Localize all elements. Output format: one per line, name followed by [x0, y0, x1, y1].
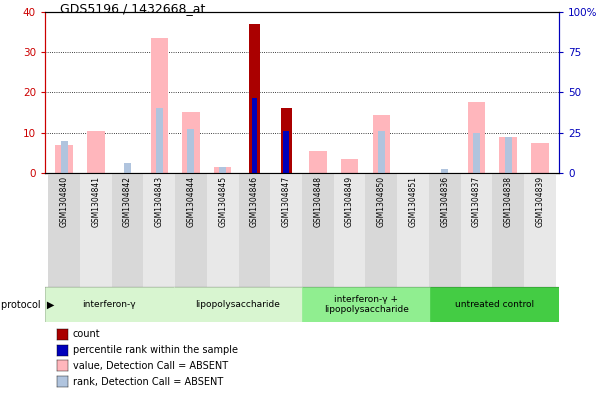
Bar — [207, 173, 239, 287]
Bar — [309, 151, 326, 173]
Bar — [373, 114, 390, 173]
Bar — [441, 169, 448, 173]
Bar — [112, 173, 144, 287]
Bar — [175, 173, 207, 287]
Bar — [302, 173, 334, 287]
Text: percentile rank within the sample: percentile rank within the sample — [73, 345, 238, 355]
Bar — [397, 173, 429, 287]
Text: GSM1304848: GSM1304848 — [313, 176, 322, 227]
Bar — [365, 173, 397, 287]
Bar — [505, 137, 511, 173]
Text: GSM1304841: GSM1304841 — [91, 176, 100, 227]
Text: GSM1304850: GSM1304850 — [377, 176, 386, 228]
Bar — [48, 173, 80, 287]
Text: protocol  ▶: protocol ▶ — [1, 299, 55, 310]
Bar — [341, 159, 358, 173]
Bar — [302, 287, 430, 322]
Text: rank, Detection Call = ABSENT: rank, Detection Call = ABSENT — [73, 376, 223, 387]
Bar — [473, 132, 480, 173]
Text: GSM1304836: GSM1304836 — [441, 176, 449, 228]
Text: GSM1304839: GSM1304839 — [535, 176, 545, 228]
Bar — [188, 129, 195, 173]
Bar — [214, 167, 231, 173]
Bar — [45, 287, 174, 322]
Bar — [61, 141, 67, 173]
Text: value, Detection Call = ABSENT: value, Detection Call = ABSENT — [73, 361, 228, 371]
Text: untreated control: untreated control — [455, 300, 534, 309]
Bar — [334, 173, 365, 287]
Bar — [281, 108, 291, 173]
Bar — [429, 173, 460, 287]
Bar — [460, 173, 492, 287]
Bar — [150, 38, 168, 173]
Bar — [378, 130, 385, 173]
Bar — [468, 103, 485, 173]
Text: GSM1304840: GSM1304840 — [59, 176, 69, 228]
Bar — [531, 143, 549, 173]
Text: GSM1304844: GSM1304844 — [186, 176, 195, 228]
Bar — [144, 173, 175, 287]
Text: count: count — [73, 329, 100, 340]
Text: GSM1304838: GSM1304838 — [504, 176, 513, 227]
Text: GDS5196 / 1432668_at: GDS5196 / 1432668_at — [60, 2, 206, 15]
Text: GSM1304847: GSM1304847 — [282, 176, 291, 228]
Bar — [492, 173, 524, 287]
Bar — [430, 287, 559, 322]
Bar — [270, 173, 302, 287]
Bar — [283, 130, 289, 173]
Text: GSM1304849: GSM1304849 — [345, 176, 354, 228]
Bar — [174, 287, 302, 322]
Bar — [249, 24, 260, 173]
Text: interferon-γ: interferon-γ — [82, 300, 136, 309]
Bar — [80, 173, 112, 287]
Text: GSM1304842: GSM1304842 — [123, 176, 132, 227]
Text: interferon-γ +
lipopolysaccharide: interferon-γ + lipopolysaccharide — [324, 295, 409, 314]
Bar — [252, 98, 257, 173]
Bar — [524, 173, 556, 287]
Text: GSM1304843: GSM1304843 — [155, 176, 163, 228]
Text: lipopolysaccharide: lipopolysaccharide — [195, 300, 280, 309]
Bar — [87, 130, 105, 173]
Text: GSM1304837: GSM1304837 — [472, 176, 481, 228]
Bar — [55, 145, 73, 173]
Bar — [219, 167, 226, 173]
Text: GSM1304851: GSM1304851 — [409, 176, 418, 227]
Bar — [239, 173, 270, 287]
Text: GSM1304846: GSM1304846 — [250, 176, 259, 228]
Bar — [499, 137, 517, 173]
Bar — [156, 108, 163, 173]
Bar — [182, 112, 200, 173]
Bar — [124, 163, 131, 173]
Text: GSM1304845: GSM1304845 — [218, 176, 227, 228]
